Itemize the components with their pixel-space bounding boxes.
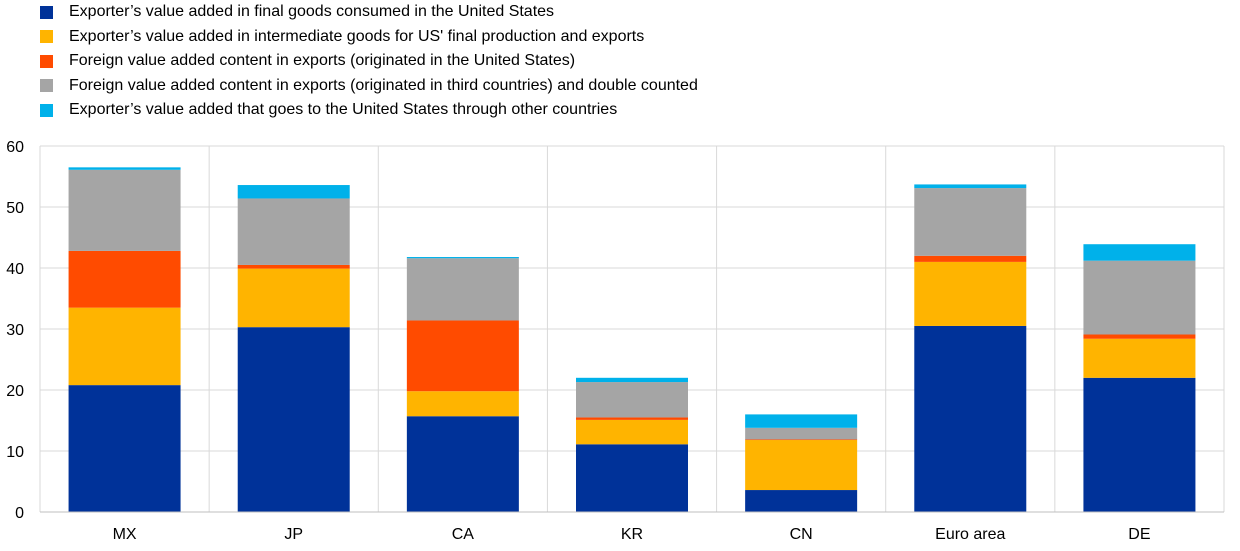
y-tick-label: 40 xyxy=(6,261,24,278)
x-tick-label: Euro area xyxy=(935,526,1005,543)
bar-segment xyxy=(745,490,858,512)
bar-segment xyxy=(576,377,688,383)
bar-segment xyxy=(576,417,688,420)
bar-segment xyxy=(745,427,858,440)
bar-segment xyxy=(406,391,519,417)
bar-segment xyxy=(237,264,350,269)
x-tick-label: JP xyxy=(284,526,303,543)
bar-segment xyxy=(1083,377,1196,512)
y-tick-label: 20 xyxy=(6,383,24,400)
bar-segment xyxy=(68,250,181,308)
y-tick-label: 10 xyxy=(6,444,24,461)
bar-segment xyxy=(745,440,858,491)
legend-item: Exporter’s value added that goes to the … xyxy=(40,98,698,123)
bar-segment xyxy=(406,320,519,392)
bar-segment xyxy=(914,261,1027,326)
bar-segment xyxy=(914,188,1027,256)
legend-label: Foreign value added content in exports (… xyxy=(69,76,698,94)
y-tick-label: 30 xyxy=(6,322,24,339)
bar-segment xyxy=(237,327,350,512)
bar-segment xyxy=(745,439,858,441)
x-tick-label: DE xyxy=(1128,526,1150,543)
bar-segment xyxy=(406,416,519,512)
legend-item: Foreign value added content in exports (… xyxy=(40,74,698,99)
legend-label: Exporter’s value added in intermediate g… xyxy=(69,27,645,45)
legend-item: Foreign value added content in exports (… xyxy=(40,49,698,74)
y-tick-label: 0 xyxy=(15,505,24,522)
bar-segment xyxy=(1083,260,1196,335)
bar-segment xyxy=(914,325,1027,512)
bar-segment xyxy=(237,198,350,265)
bar-segment xyxy=(68,169,181,251)
x-tick-label: CN xyxy=(790,526,813,543)
bar-segment xyxy=(1083,338,1196,378)
x-tick-label: MX xyxy=(113,526,137,543)
y-tick-label: 60 xyxy=(6,139,24,156)
legend-swatch xyxy=(40,5,53,19)
legend-label: Exporter’s value added in final goods co… xyxy=(69,3,555,21)
bar-segment xyxy=(406,258,519,321)
legend-item: Exporter’s value added in final goods co… xyxy=(40,0,698,25)
bar-segment xyxy=(914,184,1027,189)
bar-segment xyxy=(68,167,181,170)
bar-segment xyxy=(1083,244,1196,261)
bar-segment xyxy=(237,268,350,328)
bar-segment xyxy=(406,257,519,259)
bar-segment xyxy=(914,255,1027,262)
legend-swatch xyxy=(40,30,53,44)
legend-swatch xyxy=(40,103,53,117)
bar-segment xyxy=(68,385,181,512)
legend-item: Exporter’s value added in intermediate g… xyxy=(40,25,698,50)
bar-segment xyxy=(68,307,181,386)
legend-swatch xyxy=(40,54,53,68)
legend-label: Foreign value added content in exports (… xyxy=(69,52,576,70)
bar-segment xyxy=(576,444,688,512)
x-tick-label: KR xyxy=(621,526,643,543)
y-tick-label: 50 xyxy=(6,200,24,217)
legend-label: Exporter’s value added that goes to the … xyxy=(69,101,618,119)
bar-segment xyxy=(745,414,858,428)
bar-segment xyxy=(1083,334,1196,339)
x-tick-label: CA xyxy=(452,526,475,543)
bar-segment xyxy=(237,185,350,199)
chart-legend: Exporter’s value added in final goods co… xyxy=(40,0,698,123)
bar-segment xyxy=(576,419,688,445)
legend-swatch xyxy=(40,79,53,93)
bar-segment xyxy=(576,382,688,418)
